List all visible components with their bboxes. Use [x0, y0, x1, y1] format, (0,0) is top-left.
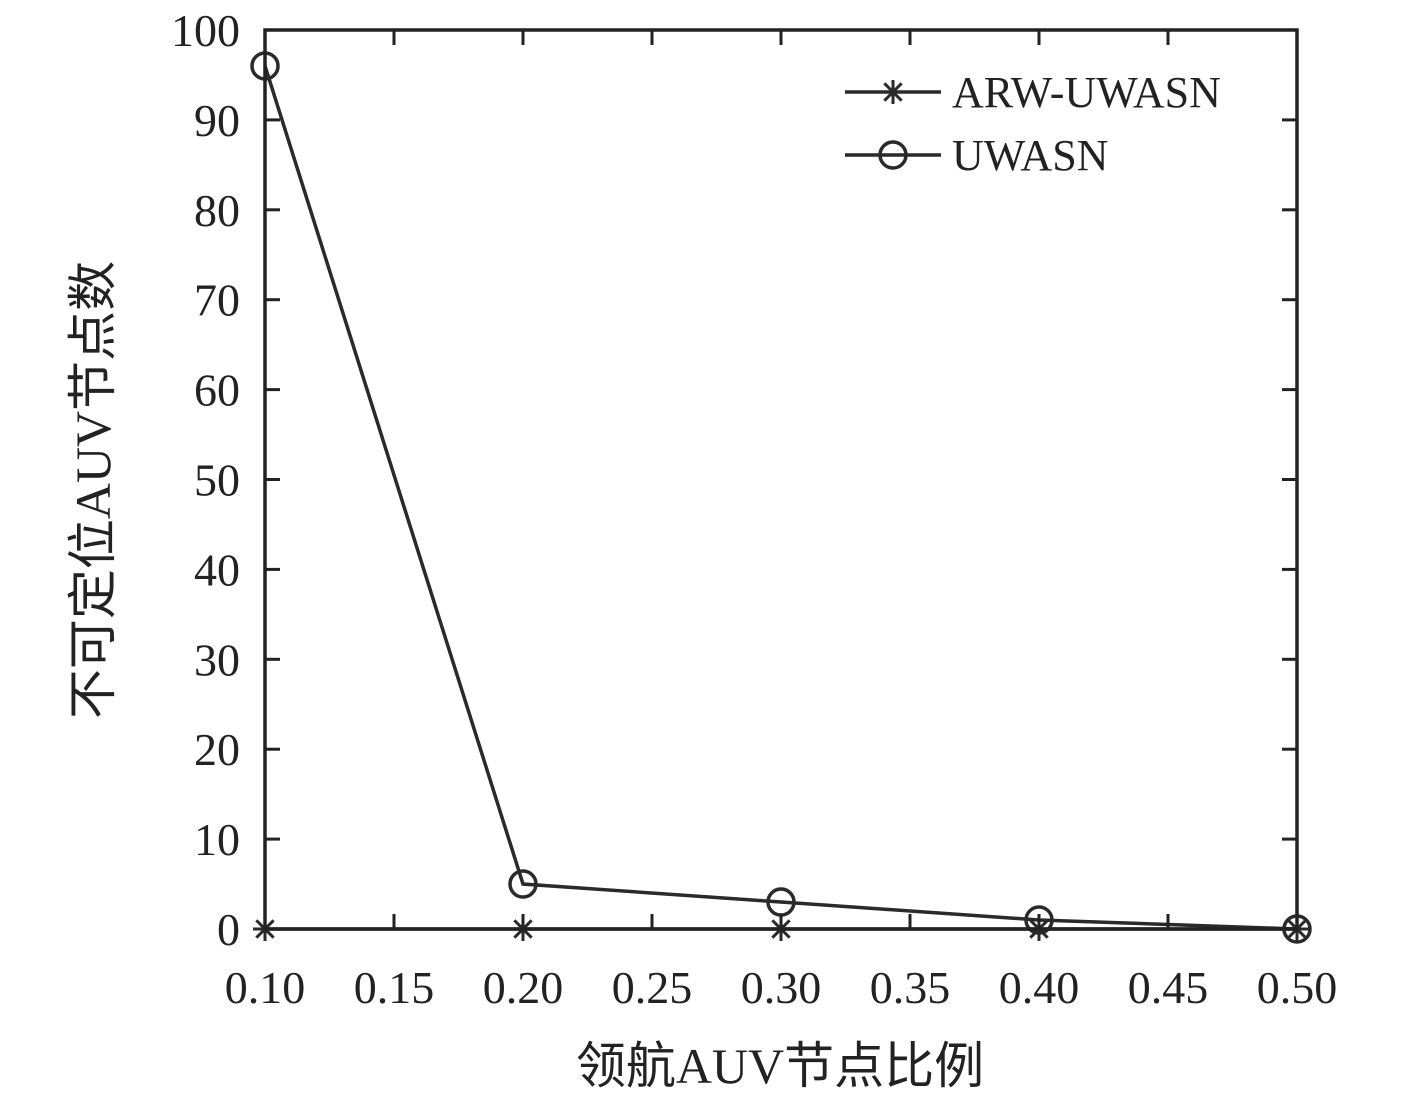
legend: ARW-UWASN UWASN	[845, 68, 1221, 180]
x-axis-title: 领航AUV节点比例	[576, 1038, 984, 1094]
y-tick-label-7: 70	[194, 275, 240, 326]
y-tick-label-6: 60	[194, 365, 240, 416]
plot-frame	[263, 28, 1299, 931]
y-tick-label-9: 90	[194, 95, 240, 146]
y-tick-label-4: 40	[194, 544, 240, 595]
legend-label-arw-uwasn: ARW-UWASN	[952, 68, 1221, 117]
y-tick-label-0: 0	[217, 904, 240, 955]
series-line-uwasn	[263, 65, 1298, 931]
x-tick-label-0: 0.10	[225, 962, 306, 1013]
y-tick-label-2: 20	[194, 724, 240, 775]
y-axis-title: 不可定位AUV节点数	[65, 261, 121, 719]
y-tick-label-1: 10	[194, 814, 240, 865]
x-tick-label-7: 0.45	[1128, 962, 1209, 1013]
x-tick-label-5: 0.35	[870, 962, 951, 1013]
legend-label-uwasn: UWASN	[952, 131, 1108, 180]
data-point-uwasn-1	[508, 869, 538, 899]
y-tick-label-8: 80	[194, 185, 240, 236]
x-tick-label-8: 0.50	[1257, 962, 1338, 1013]
plot-marks	[250, 51, 1312, 944]
legend-marker-uwasn	[878, 140, 908, 170]
y-tick-label-10: 100	[171, 5, 240, 56]
legend-item-uwasn: UWASN	[845, 131, 1108, 180]
x-tick-label-1: 0.15	[354, 962, 435, 1013]
data-point-uwasn-3	[1024, 905, 1054, 935]
legend-item-arw-uwasn: ARW-UWASN	[845, 68, 1221, 117]
y-tick-label-5: 50	[194, 455, 240, 506]
x-tick-label-3: 0.25	[612, 962, 693, 1013]
axes: 0.10 0.15 0.20 0.25 0.30 0.35 0.40 0.45 0.50 0 10 2…	[171, 5, 1337, 1013]
x-tick-label-2: 0.20	[483, 962, 564, 1013]
y-tick-label-3: 30	[194, 634, 240, 685]
x-tick-label-4: 0.30	[741, 962, 822, 1013]
legend-marker-arw-uwasn	[881, 80, 905, 104]
x-tick-label-6: 0.40	[999, 962, 1080, 1013]
